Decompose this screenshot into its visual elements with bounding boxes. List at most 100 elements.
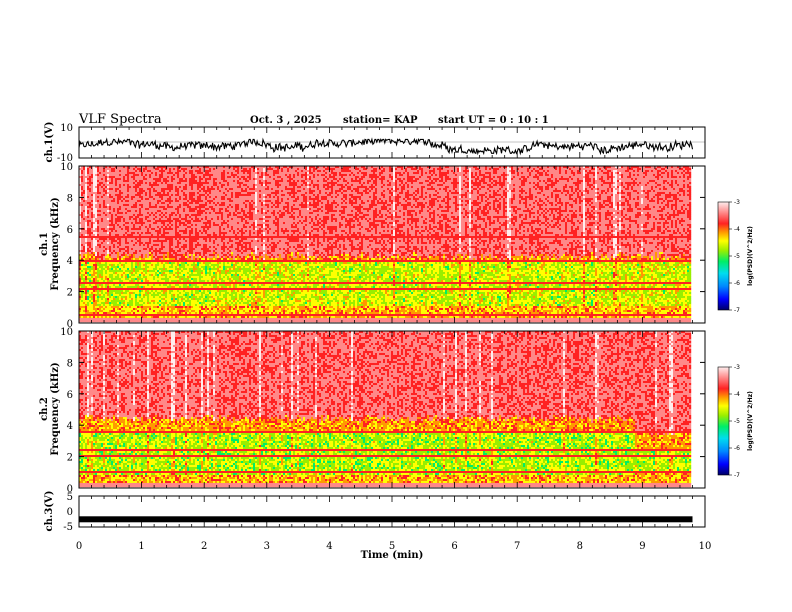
spectrogram-cell (159, 184, 162, 187)
spectrogram-cell (109, 166, 112, 169)
spectrogram-cell (203, 306, 206, 309)
spectrogram-cell (103, 212, 106, 215)
spectrogram-cell (93, 226, 96, 229)
spectrogram-cell (175, 188, 178, 191)
spectrogram-cell (177, 248, 180, 251)
spectrogram-cell (89, 274, 92, 277)
spectrogram-cell (83, 274, 86, 277)
spectrogram-cell (147, 278, 150, 281)
spectrogram-cell (107, 182, 110, 185)
spectrogram-cell (95, 244, 98, 247)
spectrogram-cell (185, 280, 188, 283)
chart-title: VLF Spectra (78, 112, 162, 127)
spectrogram-cell (137, 254, 140, 257)
spectrogram-cell (133, 290, 136, 293)
spectrogram-cell (147, 248, 150, 251)
spectrogram-cell (157, 166, 160, 169)
spectrogram-cell (93, 192, 96, 195)
spectrogram-cell (201, 270, 204, 273)
spectrogram-cell (137, 224, 140, 227)
spectrogram-cell (203, 278, 206, 281)
spectrogram-cell (181, 260, 184, 263)
spectrogram-cell (155, 198, 158, 201)
spectrogram-cell (197, 276, 200, 279)
spectrogram-cell (103, 216, 106, 219)
spectrogram-cell (83, 308, 86, 311)
spectrogram-cell (119, 306, 122, 309)
spectrogram-cell (181, 208, 184, 211)
spectrogram-cell (97, 170, 100, 173)
spectrogram-cell (97, 318, 100, 321)
spectrogram-cell (111, 186, 114, 189)
spectrogram-cell (83, 178, 86, 181)
spectrogram-cell (189, 250, 192, 253)
spectrogram-cell (169, 298, 172, 301)
spectrogram-cell (131, 170, 134, 173)
spectrogram-cell (149, 168, 152, 171)
spectrogram-cell (83, 280, 86, 283)
spectrogram-cell (189, 206, 192, 209)
spectrogram-cell (129, 176, 132, 179)
spectrogram-cell (133, 318, 136, 321)
spectrogram-cell (151, 232, 154, 235)
spectrogram-cell (131, 274, 134, 277)
spectrogram-cell (95, 190, 98, 193)
spectrogram-cell (167, 236, 170, 239)
spectrogram-cell (133, 282, 136, 285)
spectrogram-cell (199, 226, 202, 229)
spectrogram-cell (109, 252, 112, 255)
spectrogram-cell (137, 214, 140, 217)
spectrogram-cell (187, 204, 190, 207)
spectrogram-cell (185, 264, 188, 267)
spectrogram-cell (123, 214, 126, 217)
spectrogram-cell (185, 300, 188, 303)
spectrogram-cell (89, 268, 92, 271)
spectrogram-cell (125, 174, 128, 177)
spectrogram-cell (125, 224, 128, 227)
spectrogram-cell (163, 288, 166, 291)
spectrogram-cell (189, 312, 192, 315)
spectrogram-cell (111, 210, 114, 213)
spectrogram-cell (183, 210, 186, 213)
spectrogram-cell (91, 230, 94, 233)
spectrogram-cell (143, 232, 146, 235)
spectrogram-cell (85, 288, 88, 291)
spectrogram-cell (163, 240, 166, 243)
spectrogram-cell (197, 246, 200, 249)
spectrogram-cell (111, 236, 114, 239)
spectrogram-cell (135, 266, 138, 269)
spectrogram-cell (189, 296, 192, 299)
spectrogram-cell (173, 278, 176, 281)
spectrogram-cell (127, 188, 130, 191)
spectrogram-cell (133, 314, 136, 317)
spectrogram-cell (109, 202, 112, 205)
spectrogram-cell (201, 246, 204, 249)
spectrogram-cell (97, 304, 100, 307)
spectrogram-cell (167, 282, 170, 285)
spectrogram-cell (87, 294, 90, 297)
spectrogram-cell (155, 280, 158, 283)
spectrogram-cell (81, 230, 84, 233)
spectrogram-cell (149, 176, 152, 179)
spectrogram-cell (107, 240, 110, 243)
spectrogram-cell (193, 190, 196, 193)
spectrogram-cell (173, 196, 176, 199)
spectrogram-cell (89, 304, 92, 307)
spectrogram-cell (123, 306, 126, 309)
spectrogram-cell (81, 258, 84, 261)
spectrogram-cell (119, 290, 122, 293)
spectrogram-cell (115, 286, 118, 289)
spectrogram-cell (121, 240, 124, 243)
spectrogram-cell (169, 192, 172, 195)
spectrogram-cell (189, 276, 192, 279)
spectrogram-cell (191, 228, 194, 231)
spectrogram-cell (187, 236, 190, 239)
spectrogram-cell (101, 316, 104, 319)
spectrogram-cell (149, 270, 152, 273)
spectrogram-cell (131, 318, 134, 321)
spectrogram-cell (179, 278, 182, 281)
spectrogram-cell (191, 198, 194, 201)
spectrogram-cell (197, 210, 200, 213)
spectrogram-cell (105, 298, 108, 301)
spectrogram-cell (109, 210, 112, 213)
